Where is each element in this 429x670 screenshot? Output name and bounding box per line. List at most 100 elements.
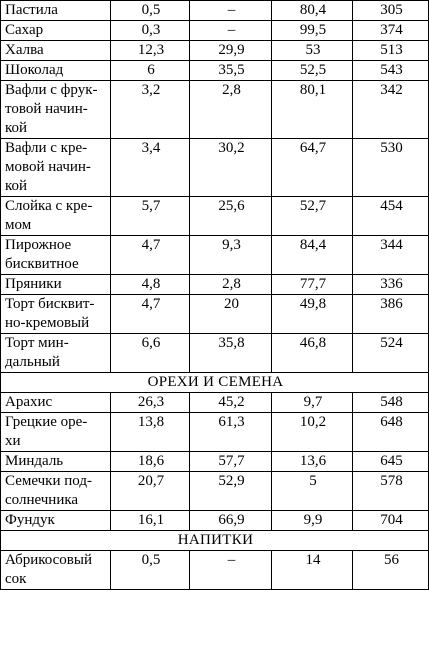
fat-cell: 45,2: [189, 392, 272, 413]
fat-cell: 52,9: [189, 471, 272, 511]
fat-cell: 29,9: [189, 40, 272, 61]
calories-cell: 648: [352, 412, 429, 452]
food-name-cell: Халва: [0, 40, 111, 61]
food-name-cell: Грецкие оре- хи: [0, 412, 111, 452]
protein-cell: 0,3: [110, 20, 190, 41]
calories-cell: 336: [352, 274, 429, 295]
fat-cell: 2,8: [189, 80, 272, 139]
food-name-cell: Торт мин- дальный: [0, 333, 111, 373]
fat-cell: 61,3: [189, 412, 272, 452]
table-row: Шоколад 6 35,5 52,5 543: [0, 60, 429, 81]
nutrition-table: Пастила 0,5–80,4 305 Сахар 0,3–99,5 374 Халва 1…: [0, 0, 429, 590]
protein-cell: 4,7: [110, 235, 190, 275]
food-name-cell: Семечки под- солнечника: [0, 471, 111, 511]
calories-cell: 543: [352, 60, 429, 81]
carbs-cell: 77,7: [271, 274, 353, 295]
carbs-cell: 84,4: [271, 235, 353, 275]
table-row: Пастила 0,5–80,4 305: [0, 0, 429, 21]
protein-cell: 20,7: [110, 471, 190, 511]
food-name-cell: Фундук: [0, 510, 111, 531]
fat-cell: –: [189, 0, 272, 21]
section-title: ОРЕХИ И СЕМЕНА: [0, 372, 429, 393]
carbs-cell: 49,8: [271, 294, 353, 334]
fat-cell: 35,5: [189, 60, 272, 81]
carbs-cell: 53: [271, 40, 353, 61]
food-name-cell: Пастила: [0, 0, 111, 21]
calories-cell: 704: [352, 510, 429, 531]
calories-cell: 578: [352, 471, 429, 511]
table-body: Пастила 0,5–80,4 305 Сахар 0,3–99,5 374 Халва 1…: [0, 0, 429, 590]
table-row: Вафли с кре- мовой начин- кой 3,4 30,2 64,7…: [0, 138, 429, 197]
calories-cell: 530: [352, 138, 429, 197]
food-name-cell: Пряники: [0, 274, 111, 295]
fat-cell: 35,8: [189, 333, 272, 373]
protein-cell: 5,7: [110, 196, 190, 236]
calories-cell: 386: [352, 294, 429, 334]
table-row: Вафли с фрук- товой начин- кой 3,2 2,8 80,1…: [0, 80, 429, 139]
fat-cell: 20: [189, 294, 272, 334]
protein-cell: 3,2: [110, 80, 190, 139]
protein-cell: 12,3: [110, 40, 190, 61]
table-row: Торт мин- дальный 6,6 35,8 46,8 524: [0, 333, 429, 373]
food-name-cell: Шоколад: [0, 60, 111, 81]
food-name-cell: Вафли с фрук- товой начин- кой: [0, 80, 111, 139]
fat-cell: –: [189, 20, 272, 41]
calories-cell: 645: [352, 451, 429, 472]
carbs-cell: 9,7: [271, 392, 353, 413]
table-row: Абрикосовый сок 0,5–14 56: [0, 550, 429, 590]
calories-cell: 56: [352, 550, 429, 590]
fat-cell: 30,2: [189, 138, 272, 197]
food-name-cell: Сахар: [0, 20, 111, 41]
section-title: НАПИТКИ: [0, 530, 429, 551]
protein-cell: 6,6: [110, 333, 190, 373]
table-row: Арахис 26,3 45,2 9,7 548: [0, 392, 429, 413]
table-row: Слойка с кре- мом 5,7 25,6 52,7 454: [0, 196, 429, 236]
food-name-cell: Торт бисквит- но-кремовый: [0, 294, 111, 334]
section-header-row: ОРЕХИ И СЕМЕНА: [0, 372, 429, 393]
protein-cell: 26,3: [110, 392, 190, 413]
protein-cell: 13,8: [110, 412, 190, 452]
table-row: Пряники 4,8 2,8 77,7 336: [0, 274, 429, 295]
fat-cell: –: [189, 550, 272, 590]
calories-cell: 454: [352, 196, 429, 236]
fat-cell: 2,8: [189, 274, 272, 295]
protein-cell: 0,5: [110, 0, 190, 21]
protein-cell: 3,4: [110, 138, 190, 197]
calories-cell: 305: [352, 0, 429, 21]
calories-cell: 374: [352, 20, 429, 41]
carbs-cell: 9,9: [271, 510, 353, 531]
calories-cell: 342: [352, 80, 429, 139]
table-row: Миндаль 18,6 57,7 13,6 645: [0, 451, 429, 472]
calories-cell: 344: [352, 235, 429, 275]
carbs-cell: 80,1: [271, 80, 353, 139]
protein-cell: 4,8: [110, 274, 190, 295]
protein-cell: 16,1: [110, 510, 190, 531]
carbs-cell: 13,6: [271, 451, 353, 472]
fat-cell: 25,6: [189, 196, 272, 236]
table-row: Халва 12,3 29,9 53 513: [0, 40, 429, 61]
table-row: Фундук 16,1 66,9 9,9 704: [0, 510, 429, 531]
calories-cell: 513: [352, 40, 429, 61]
protein-cell: 4,7: [110, 294, 190, 334]
food-name-cell: Абрикосовый сок: [0, 550, 111, 590]
food-name-cell: Пирожное бисквитное: [0, 235, 111, 275]
carbs-cell: 52,5: [271, 60, 353, 81]
carbs-cell: 5: [271, 471, 353, 511]
food-name-cell: Арахис: [0, 392, 111, 413]
carbs-cell: 52,7: [271, 196, 353, 236]
carbs-cell: 46,8: [271, 333, 353, 373]
carbs-cell: 80,4: [271, 0, 353, 21]
carbs-cell: 10,2: [271, 412, 353, 452]
protein-cell: 18,6: [110, 451, 190, 472]
fat-cell: 9,3: [189, 235, 272, 275]
protein-cell: 6: [110, 60, 190, 81]
protein-cell: 0,5: [110, 550, 190, 590]
table-row: Семечки под- солнечника 20,7 52,9 5 578: [0, 471, 429, 511]
carbs-cell: 14: [271, 550, 353, 590]
table-row: Сахар 0,3–99,5 374: [0, 20, 429, 41]
table-row: Торт бисквит- но-кремовый 4,7 20 49,8 386: [0, 294, 429, 334]
table-row: Грецкие оре- хи 13,8 61,3 10,2 648: [0, 412, 429, 452]
calories-cell: 548: [352, 392, 429, 413]
calories-cell: 524: [352, 333, 429, 373]
food-name-cell: Вафли с кре- мовой начин- кой: [0, 138, 111, 197]
